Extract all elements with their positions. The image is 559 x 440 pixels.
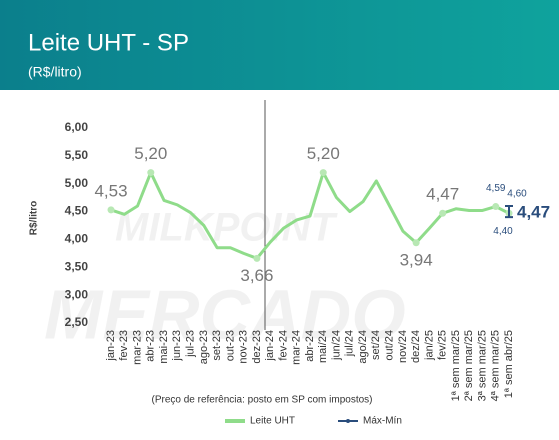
x-tick-label: out-23	[224, 330, 236, 361]
x-tick-label: jun/24	[330, 330, 342, 361]
y-tick-label: 6,00	[65, 120, 89, 134]
point	[412, 239, 420, 247]
x-tick-label: set-23	[211, 330, 223, 361]
data-label: 5,20	[134, 144, 167, 163]
x-tick-label: fev/25	[437, 330, 449, 360]
x-tick-label: mai-23	[158, 330, 170, 364]
data-label: 4,53	[94, 181, 127, 200]
point	[147, 169, 155, 177]
data-label: 4,59	[486, 183, 506, 194]
data-label: 3,66	[240, 266, 273, 285]
x-tick-label: 1ª sem mar/25	[450, 330, 462, 401]
point	[439, 209, 447, 217]
x-tick-label: jan-23	[105, 330, 117, 362]
x-tick-label: 1ª sem abr/25	[503, 330, 515, 398]
x-tick-label: nov-23	[238, 330, 250, 364]
y-axis-label: R$/litro	[29, 201, 40, 235]
legend-label: Máx-Mín	[363, 416, 402, 427]
x-tick-label: jan/25	[423, 330, 435, 361]
x-tick-label: ago/24	[357, 330, 369, 364]
x-tick-label: abr-23	[145, 330, 157, 362]
x-tick-label: set/24	[370, 330, 382, 360]
chart-title: Leite UHT - SP	[28, 29, 189, 56]
watermark: MILKPOINT	[115, 206, 339, 250]
x-tick-label: mar-23	[131, 330, 143, 365]
x-tick-label: 3ª sem mar/25	[476, 330, 488, 401]
error-label: 4,40	[493, 226, 513, 237]
point	[107, 206, 115, 214]
data-label: 5,20	[307, 144, 340, 163]
x-tick-label: dez/24	[410, 330, 422, 363]
x-tick-label: jan-24	[264, 330, 276, 362]
data-label: 4,47	[426, 185, 459, 204]
y-tick-label: 2,50	[65, 315, 89, 329]
x-tick-label: 4ª sem mar/25	[490, 330, 502, 401]
x-tick-label: abr-24	[304, 330, 316, 362]
y-tick-label: 4,00	[65, 232, 89, 246]
point	[253, 254, 261, 262]
note: (Preço de referência: posto em SP com im…	[151, 395, 372, 406]
x-tick-label: mai/24	[317, 330, 329, 363]
header	[0, 0, 559, 90]
x-tick-label: out/24	[384, 330, 396, 361]
data-label: 4,47	[517, 203, 550, 222]
legend-swatch	[346, 419, 350, 423]
x-tick-label: 2ª sem mar/25	[463, 330, 475, 401]
y-tick-label: 3,50	[65, 259, 89, 273]
x-tick-label: ago-23	[198, 330, 210, 364]
x-tick-label: jul-23	[185, 330, 197, 358]
x-tick-label: nov/24	[397, 330, 409, 363]
chart-subtitle: (R$/litro)	[28, 64, 82, 80]
x-tick-label: fev-23	[118, 330, 130, 361]
x-tick-label: dez-23	[251, 330, 263, 364]
legend-label: Leite UHT	[250, 416, 295, 427]
x-tick-label: fev-24	[277, 330, 289, 361]
point	[319, 169, 327, 177]
y-tick-label: 5,00	[65, 176, 89, 190]
x-tick-label: mar-24	[291, 330, 303, 365]
x-tick-label: jun-23	[171, 330, 183, 362]
error-label: 4,60	[507, 189, 527, 200]
x-tick-label: jul/24	[344, 330, 356, 357]
point	[492, 203, 500, 211]
data-label: 3,94	[400, 250, 433, 269]
y-tick-label: 3,00	[65, 287, 89, 301]
watermark: MERCADO	[44, 275, 406, 353]
y-tick-label: 4,50	[65, 204, 89, 218]
y-tick-label: 5,50	[65, 148, 89, 162]
